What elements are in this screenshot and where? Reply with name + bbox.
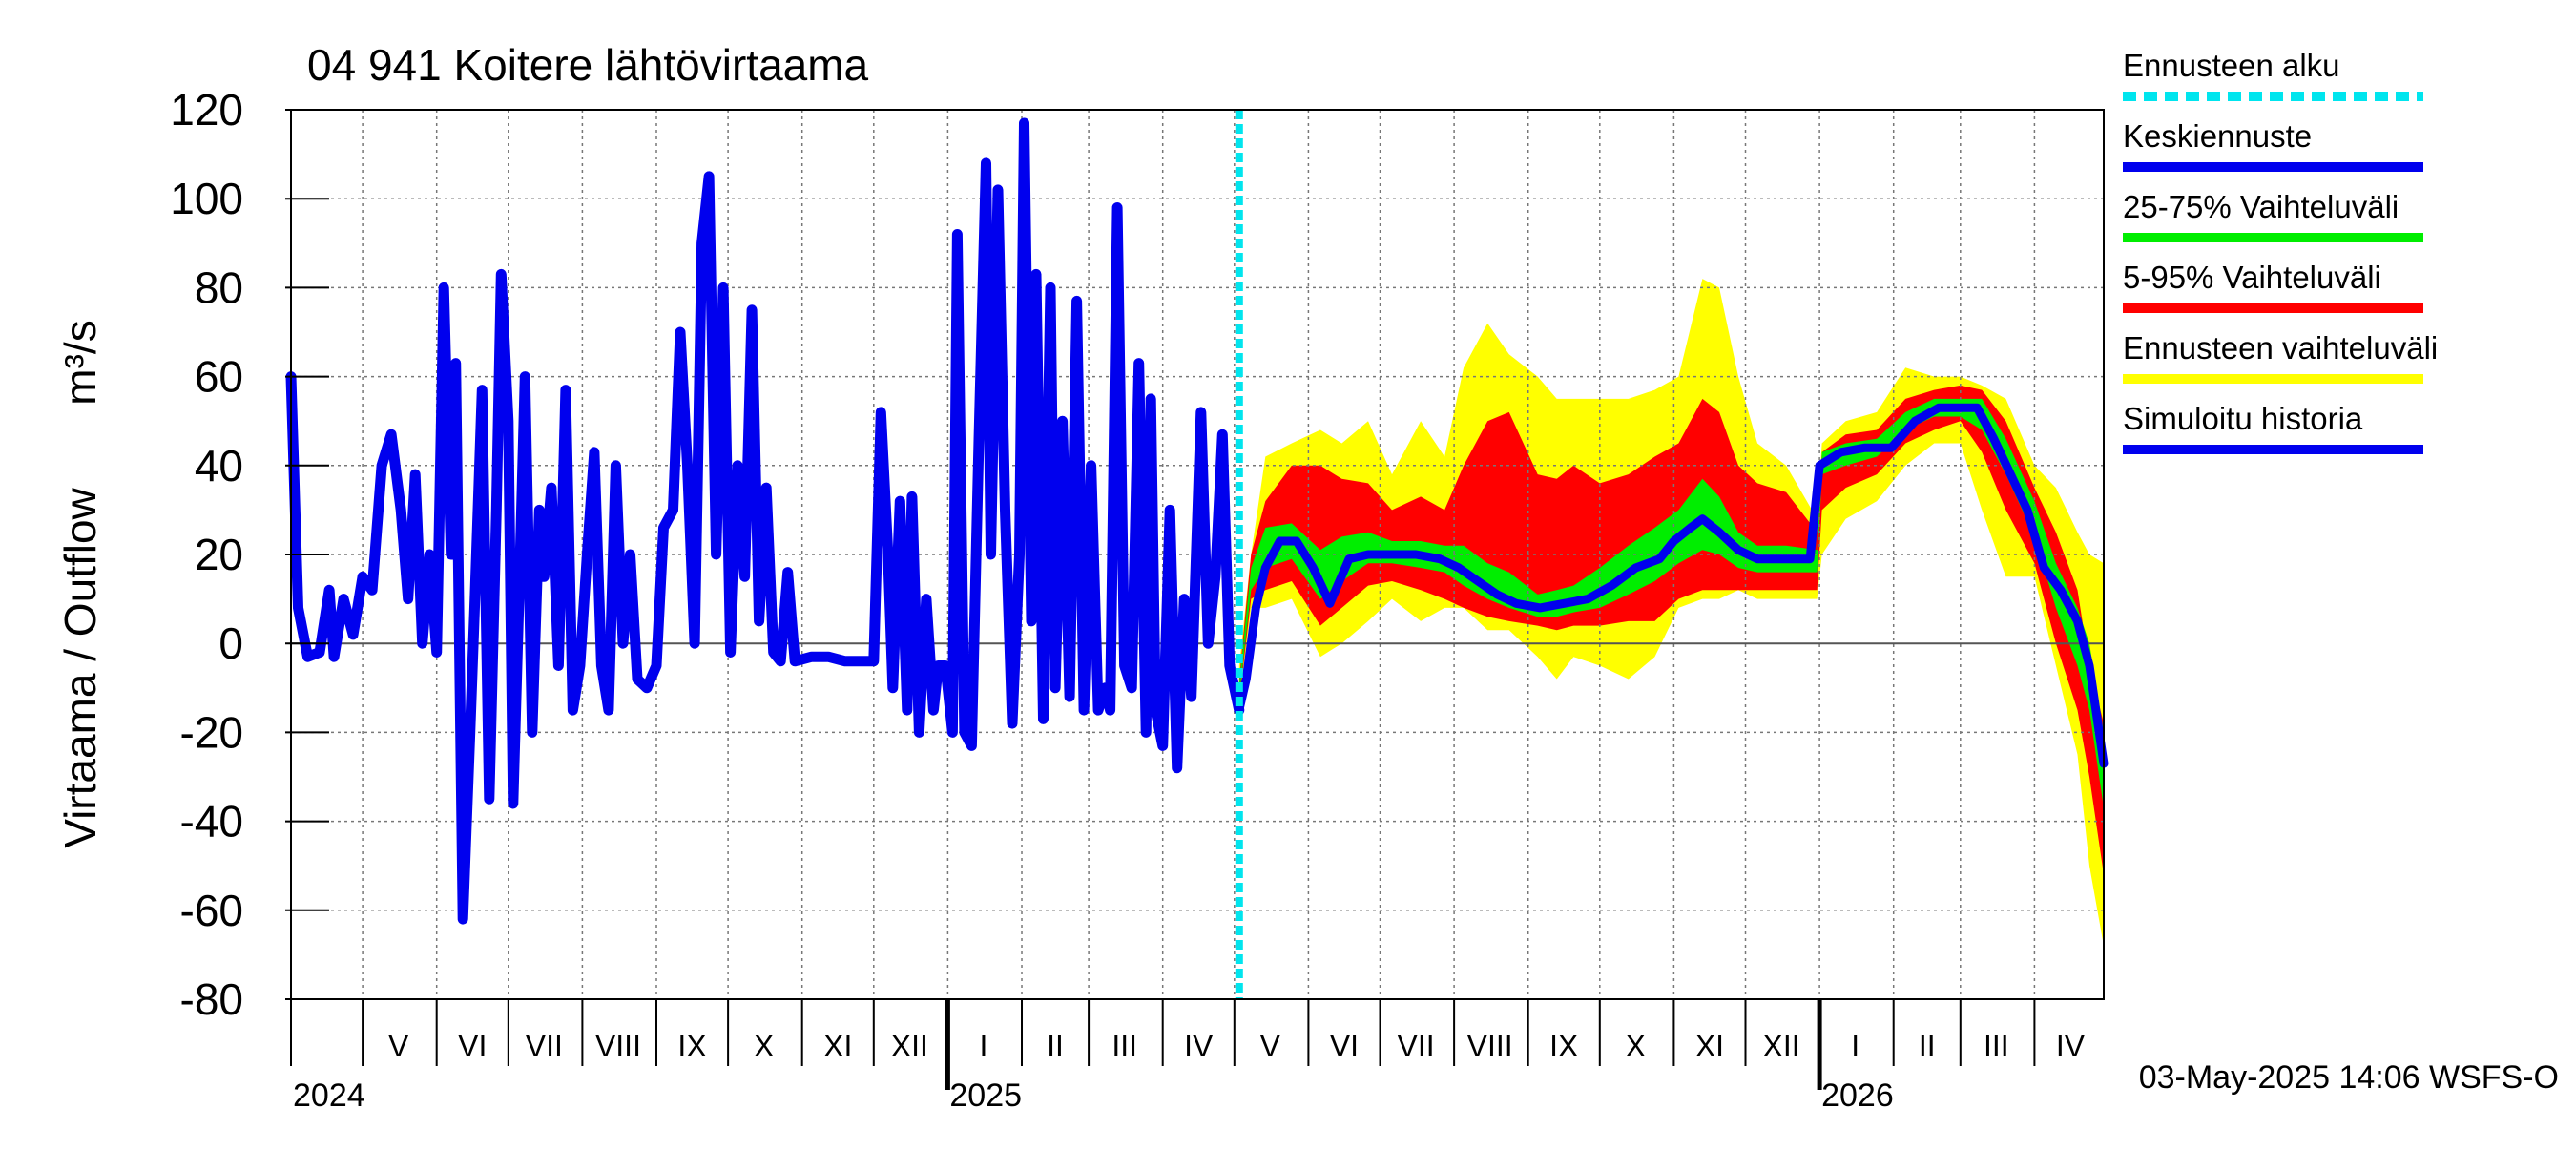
month-label-14: VII	[1397, 1029, 1434, 1063]
series-0	[285, 117, 1245, 925]
footer-timestamp: 03-May-2025 14:06 WSFS-O	[2139, 1059, 2559, 1096]
month-label-20: I	[1851, 1029, 1859, 1063]
y-tick-label-10: 120	[170, 85, 243, 135]
month-label-9: II	[1047, 1029, 1064, 1063]
legend-label-2: 25-75% Vaihteluväli	[2123, 189, 2399, 224]
month-label-18: XI	[1695, 1029, 1724, 1063]
y-tick-label-2: -40	[180, 797, 243, 847]
month-label-21: II	[1919, 1029, 1936, 1063]
grid	[291, 110, 2104, 999]
month-label-4: IX	[677, 1029, 706, 1063]
month-label-16: IX	[1549, 1029, 1578, 1063]
y-tick-label-7: 60	[195, 352, 243, 402]
month-label-5: X	[754, 1029, 774, 1063]
year-label-1: 2025	[949, 1077, 1022, 1114]
series-1	[1235, 403, 2109, 768]
y-tick-label-0: -80	[180, 974, 243, 1024]
y-axis-label: Virtaama / Outflow	[55, 487, 105, 847]
y-tick-label-9: 100	[170, 174, 243, 223]
month-label-11: IV	[1184, 1029, 1214, 1063]
year-label-2: 2026	[1821, 1077, 1894, 1114]
legend-label-0: Ennusteen alku	[2123, 48, 2340, 83]
y-tick-label-5: 20	[195, 530, 243, 579]
legend-label-1: Keskiennuste	[2123, 118, 2312, 154]
y-axis-unit: m³/s	[55, 320, 105, 405]
month-label-7: XII	[891, 1029, 928, 1063]
chart-title: 04 941 Koitere lähtövirtaama	[307, 40, 869, 90]
month-label-1: VI	[458, 1029, 487, 1063]
month-label-2: VII	[526, 1029, 563, 1063]
month-label-19: XII	[1762, 1029, 1799, 1063]
legend-label-5: Simuloitu historia	[2123, 401, 2363, 436]
month-label-17: X	[1626, 1029, 1646, 1063]
month-label-23: IV	[2056, 1029, 2086, 1063]
month-label-3: VIII	[595, 1029, 641, 1063]
band-1	[1238, 385, 2104, 875]
legend-label-3: 5-95% Vaihteluväli	[2123, 260, 2381, 295]
year-label-0: 2024	[293, 1077, 365, 1114]
month-label-22: III	[1984, 1029, 2009, 1063]
month-label-0: V	[388, 1029, 409, 1063]
y-tick-label-6: 40	[195, 441, 243, 491]
month-label-6: XI	[823, 1029, 852, 1063]
month-label-12: V	[1260, 1029, 1281, 1063]
month-label-10: III	[1111, 1029, 1137, 1063]
month-label-13: VI	[1330, 1029, 1359, 1063]
legend-label-4: Ennusteen vaihteluväli	[2123, 330, 2438, 366]
month-label-8: I	[980, 1029, 988, 1063]
y-tick-label-1: -60	[180, 886, 243, 935]
y-tick-label-4: 0	[218, 618, 243, 668]
month-label-15: VIII	[1467, 1029, 1513, 1063]
y-tick-label-3: -20	[180, 707, 243, 757]
y-tick-label-8: 80	[195, 262, 243, 312]
